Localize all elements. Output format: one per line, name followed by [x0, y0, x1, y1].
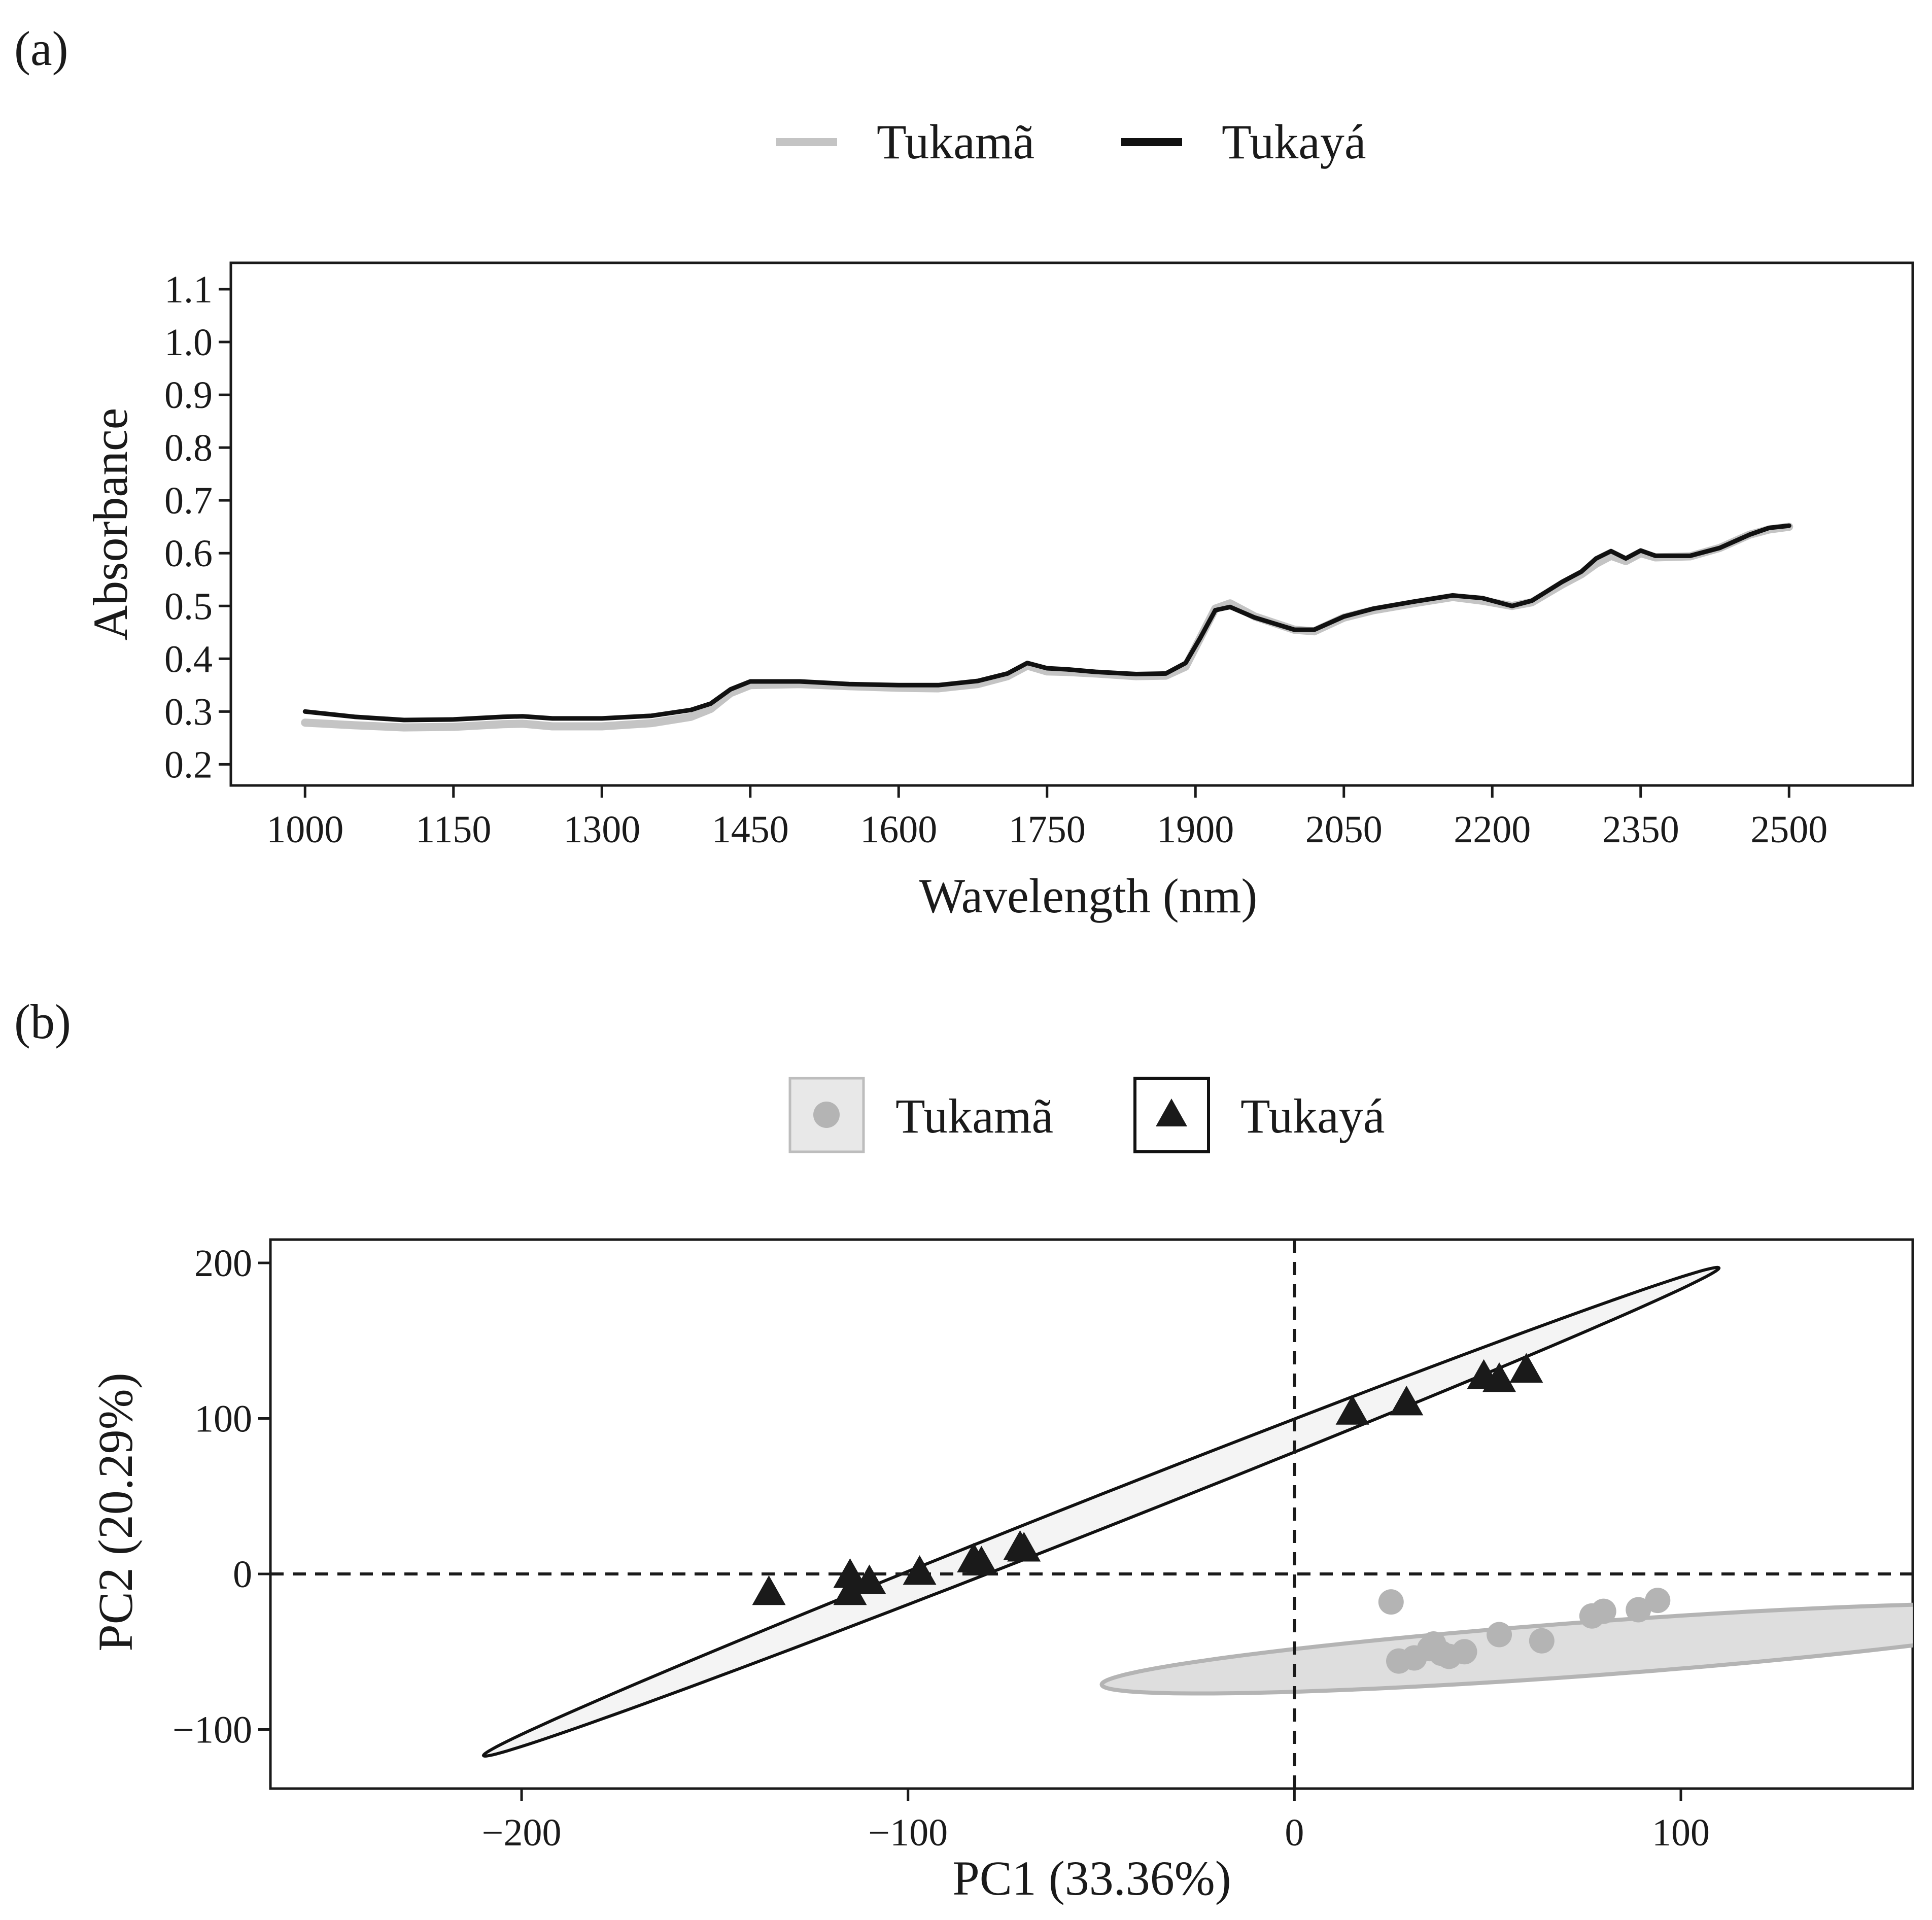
legend-b-tukama-label: Tukamã	[895, 1089, 1053, 1143]
y-tick-label: 0.5	[164, 585, 213, 628]
y-tick-label: 1.1	[164, 268, 213, 311]
x-tick-label: 1000	[266, 808, 343, 851]
confidence-ellipse-tukaya	[481, 1265, 1721, 1758]
series-line-tukaya	[302, 523, 1791, 723]
point-tukama	[1452, 1639, 1477, 1665]
point-tukama	[1591, 1598, 1616, 1624]
legend-b-tukaya-label: Tukayá	[1240, 1089, 1385, 1143]
y-tick-label: 0.4	[164, 638, 213, 680]
y-tick-label: 100	[194, 1397, 252, 1440]
point-tukaya	[852, 1564, 886, 1594]
plot-b-x-title: PC1 (33.36%)	[952, 1851, 1231, 1905]
panel-a: (a) Tukamã Tukayá 1000 1150 1300 1450 1600 17…	[14, 21, 1914, 923]
legend-a-tukaya-label: Tukayá	[1222, 115, 1366, 169]
panel-a-legend: Tukamã Tukayá	[776, 115, 1366, 169]
point-tukaya	[1007, 1531, 1041, 1562]
plot-a-series	[301, 523, 1793, 732]
point-tukama	[1645, 1588, 1671, 1614]
x-tick-label: 0	[1285, 1811, 1304, 1854]
panel-a-label: (a)	[14, 21, 68, 76]
y-tick-label: 0.8	[164, 427, 213, 469]
x-tick-label: 2500	[1750, 808, 1827, 851]
y-tick-label: 0.6	[164, 532, 213, 575]
point-tukama	[1487, 1622, 1512, 1648]
y-tick-label: 0.9	[164, 374, 213, 417]
plot-a-x-axis: 1000 1150 1300 1450 1600 1750 1900 2050 2200 2350…	[266, 785, 1827, 851]
point-tukaya	[833, 1558, 867, 1588]
y-tick-label: −100	[172, 1709, 252, 1752]
point-tukaya	[1390, 1385, 1424, 1416]
y-tick-label: 0.2	[164, 743, 213, 786]
legend-a-tukama-label: Tukamã	[877, 115, 1034, 169]
x-tick-label: 1150	[416, 808, 491, 851]
x-tick-label: 2350	[1602, 808, 1679, 851]
plot-a-x-title: Wavelength (nm)	[919, 869, 1258, 923]
panel-b-label: (b)	[14, 995, 71, 1049]
legend-b-tukaya-marker	[1156, 1099, 1187, 1126]
x-tick-label: 1600	[860, 808, 937, 851]
point-tukama	[1529, 1628, 1555, 1654]
point-tukaya	[903, 1555, 937, 1585]
plot-a-frame	[229, 261, 1914, 787]
x-tick-label: 1450	[712, 808, 789, 851]
plot-b-frame	[269, 1238, 1914, 1790]
x-tick-label: −100	[868, 1811, 948, 1854]
x-tick-label: −200	[482, 1811, 562, 1854]
plot-b-points	[752, 1353, 1671, 1674]
plot-a-y-title: Absorbance	[83, 408, 137, 640]
panel-b: (b) Tukamã Tukayá −200 −100 0 100 −100 0 100 2…	[14, 995, 1914, 1905]
x-tick-label: 2200	[1454, 808, 1531, 851]
point-tukaya	[964, 1546, 998, 1576]
x-tick-label: 1900	[1157, 808, 1234, 851]
panel-b-legend: Tukamã Tukayá	[788, 1077, 1385, 1153]
plot-b-y-title: PC2 (20.29%)	[88, 1373, 143, 1651]
point-tukaya	[1482, 1362, 1516, 1392]
point-tukaya	[833, 1575, 867, 1605]
confidence-ellipse-tukama	[1099, 1602, 1913, 1696]
point-tukaya	[1509, 1353, 1543, 1383]
x-tick-label: 100	[1652, 1811, 1710, 1854]
plot-b-y-axis: −100 0 100 200	[172, 1242, 270, 1752]
y-tick-label: 200	[194, 1242, 252, 1285]
point-tukaya	[1335, 1395, 1369, 1425]
plot-a-y-axis: 0.2 0.3 0.4 0.5 0.6 0.7 0.8 0.9 1.0 1.1	[164, 268, 231, 786]
point-tukaya	[752, 1575, 786, 1605]
x-tick-label: 2050	[1305, 808, 1383, 851]
x-tick-label: 1750	[1009, 808, 1086, 851]
plot-b-x-axis: −200 −100 0 100	[482, 1789, 1710, 1854]
series-line-tukama	[301, 523, 1793, 732]
x-tick-label: 1300	[563, 808, 640, 851]
point-tukama	[1378, 1589, 1404, 1615]
y-tick-label: 1.0	[164, 321, 213, 364]
y-tick-label: 0	[233, 1553, 252, 1596]
y-tick-label: 0.7	[164, 479, 213, 522]
y-tick-label: 0.3	[164, 691, 213, 733]
point-tukama	[1626, 1597, 1651, 1623]
plot-b-reference-lines	[270, 1240, 1913, 1789]
plot-b-ellipses	[481, 1265, 1913, 1758]
legend-b-tukama-marker	[813, 1102, 840, 1128]
